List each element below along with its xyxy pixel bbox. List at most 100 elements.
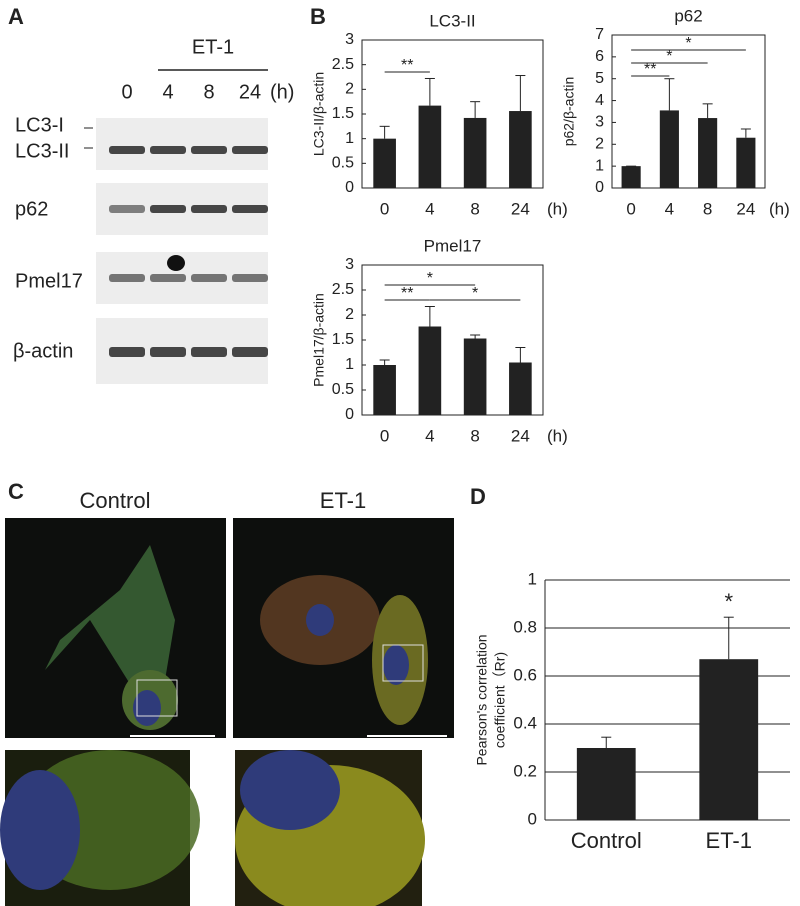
significance-label: * [427,270,433,287]
panel-label: A [8,4,24,29]
bar [621,166,641,188]
blot-band [150,274,186,282]
y-tick-label: 0 [595,179,604,196]
bar [736,137,756,188]
bar [418,326,442,415]
y-tick-label: 2 [345,81,354,98]
row-label: LC3-II [15,140,69,162]
y-tick-label: 0 [345,179,354,196]
significance-label: * [724,589,733,614]
lane-label: 8 [203,81,214,103]
blot-band [191,274,227,282]
lane-label: 24 [239,81,261,103]
blot-band [191,347,227,357]
bar [418,105,442,188]
bar [509,111,532,188]
y-tick-label: 0.4 [513,713,537,732]
bar [463,117,487,188]
x-tick-label: 24 [736,199,755,218]
chart-title: Pmel17 [424,236,482,255]
plot-frame [361,39,544,189]
significance-label: ** [644,61,656,78]
blot-band [109,347,145,357]
y-tick-label: 1.5 [332,331,354,348]
y-tick-label: 0.6 [513,665,537,684]
nucleus [383,645,409,685]
y-tick-label: 0 [345,406,354,423]
y-tick-label: 0.5 [332,381,354,398]
y-tick-label: 1 [528,569,537,588]
significance-label: ** [401,285,413,302]
blot-band [191,205,227,213]
significance-label: * [666,48,672,65]
inset-box [136,679,178,717]
blot-band [232,205,268,213]
x-tick-label: 0 [380,426,389,445]
y-tick-label: 4 [595,92,604,109]
unit-label: (h) [270,81,294,103]
bar [659,110,679,188]
group-label: ET-1 [192,36,234,58]
micrographs [0,518,454,906]
bar [373,365,396,415]
y-tick-label: 1.5 [332,105,354,122]
blot-band [232,274,268,282]
y-axis-label: p62/β-actin [561,77,577,147]
panel-label: B [310,4,326,29]
y-tick-label: 3 [345,31,354,48]
y-axis-label: coefficient（Rr) [492,652,508,748]
nucleus [306,604,334,636]
y-tick-label: 1 [345,130,354,147]
y-tick-label: 5 [595,70,604,87]
x-unit: (h) [547,426,568,445]
y-tick-label: 6 [595,48,604,65]
cell [45,545,175,700]
plot-frame [361,264,544,416]
significance-label: * [685,35,691,52]
y-tick-label: 0.5 [332,155,354,172]
bar [463,338,487,415]
blot-band [109,146,145,154]
panel-label: D [470,484,486,509]
y-tick-label: 3 [595,114,604,131]
panel-label: C [8,479,24,504]
y-axis-label: Pearson's correlation [474,634,490,765]
blot-band [232,347,268,357]
blot-band [109,274,145,282]
x-tick-label: 8 [470,199,479,218]
x-tick-label: 24 [511,426,530,445]
x-tick-label: 0 [380,199,389,218]
row-label: Pmel17 [15,270,83,292]
x-tick-label: Control [571,828,642,853]
blot-band [191,146,227,154]
x-unit: (h) [547,199,568,218]
x-unit: (h) [769,199,790,218]
y-tick-label: 2 [595,136,604,153]
blot-band [150,146,186,154]
y-tick-label: 3 [345,256,354,273]
y-tick-label: 0.2 [513,761,537,780]
bar [373,138,396,188]
lane-label: 0 [121,81,132,103]
x-tick-label: 8 [470,426,479,445]
row-label: p62 [15,198,48,220]
nucleus [0,770,80,890]
x-tick-label: 24 [511,199,530,218]
y-tick-label: 2.5 [332,281,354,298]
bar [509,362,532,415]
chart-title: LC3-II [429,11,475,30]
bar [576,748,636,820]
x-tick-label: ET-1 [706,828,752,853]
blot [96,118,268,170]
y-tick-label: 1 [595,157,604,174]
significance-label: * [472,285,478,302]
x-tick-label: 4 [425,426,434,445]
y-tick-label: 0 [528,809,537,828]
blot-band [150,347,186,357]
plot-frame [611,34,766,189]
blot-band [232,146,268,154]
nucleus [133,690,161,726]
row-label: LC3-I [15,114,64,136]
y-tick-label: 1 [345,356,354,373]
